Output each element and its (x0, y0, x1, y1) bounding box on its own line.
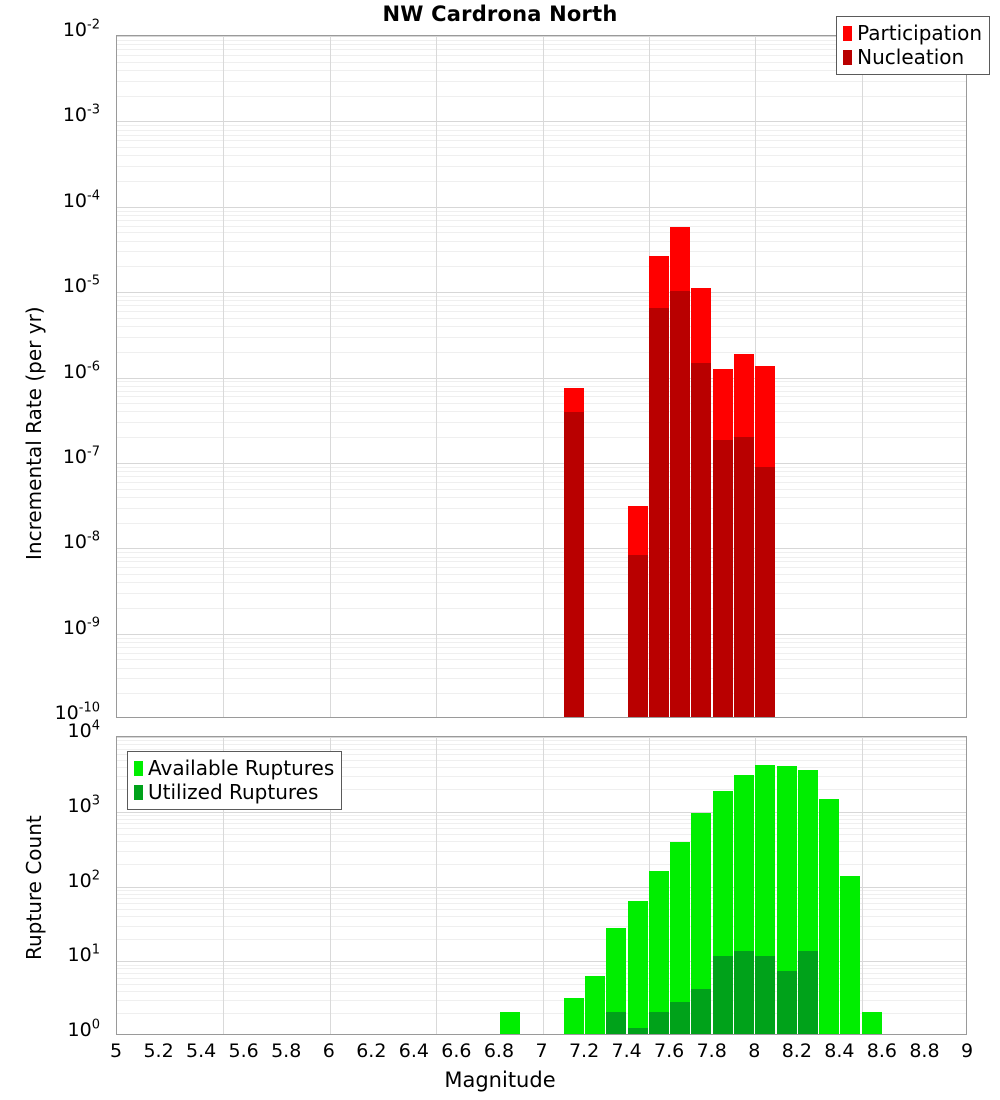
incremental-rate-plot (116, 35, 967, 718)
rupture-count-plot: Available Ruptures Utilized Ruptures (116, 736, 967, 1035)
legend-item-participation[interactable]: Participation (843, 21, 982, 45)
legend-item-available-ruptures[interactable]: Available Ruptures (134, 756, 334, 780)
x-tick-label: 6.8 (483, 1040, 515, 1062)
bar-utilized-13 (797, 950, 818, 1034)
legend-label-nucleation: Nucleation (857, 45, 965, 69)
bar-available-12 (776, 765, 797, 1034)
x-tick-label: 8.8 (909, 1040, 940, 1062)
y-tick-label: 102 (67, 868, 100, 892)
y-tick-label: 100 (67, 1017, 100, 1041)
x-tick-label: 5.4 (185, 1040, 217, 1062)
bar-utilized-6 (648, 1011, 669, 1034)
bar-nucleation-6 (733, 437, 755, 717)
y-tick-label: 101 (67, 942, 100, 967)
legend-swatch-nucleation (843, 49, 853, 65)
page-title: NW Cardrona North (382, 2, 618, 26)
bar-utilized-4 (606, 1011, 627, 1034)
y-tick-label: 10-7 (62, 444, 100, 468)
x-tick-label: 8.4 (824, 1040, 855, 1062)
y-axis-label-bottom: Rupture Count (22, 815, 46, 960)
legend-item-utilized-ruptures[interactable]: Utilized Ruptures (134, 780, 334, 804)
x-tick-label: 5 (109, 1040, 123, 1062)
legend-top: Participation Nucleation (836, 16, 990, 75)
bars-top (117, 36, 966, 717)
bar-nucleation-1 (627, 554, 648, 717)
grid-lines-bottom (117, 737, 966, 1034)
y-axis-label-top: Incremental Rate (per yr) (22, 306, 46, 560)
x-tick-label: 7 (535, 1040, 548, 1062)
y-tick-label: 10-5 (62, 273, 100, 298)
bar-nucleation-2 (648, 307, 669, 717)
legend-bottom: Available Ruptures Utilized Ruptures (127, 751, 343, 810)
x-tick-label: 6.6 (441, 1040, 472, 1062)
bar-available-0 (499, 1011, 520, 1034)
bar-utilized-5 (627, 1028, 648, 1034)
y-tick-label: 10-6 (62, 359, 100, 383)
legend-swatch-utilized (134, 784, 143, 800)
y-tick-label: 10-9 (62, 615, 100, 639)
bar-available-3 (585, 975, 606, 1034)
bar-available-7 (670, 842, 691, 1034)
x-axis-label: Magnitude (444, 1068, 556, 1092)
bar-utilized-8 (691, 989, 712, 1034)
legend-label-available: Available Ruptures (148, 756, 335, 780)
bar-nucleation-7 (755, 466, 776, 717)
bar-utilized-11 (755, 956, 776, 1034)
x-tick-label: 8.2 (781, 1040, 812, 1062)
bar-nucleation-4 (691, 363, 712, 717)
bar-available-14 (819, 798, 840, 1034)
x-tick-label: 7.6 (654, 1040, 685, 1062)
bar-available-16 (861, 1011, 882, 1034)
bar-available-15 (840, 875, 861, 1034)
bar-available-5 (627, 901, 648, 1034)
x-tick-label: 6.2 (356, 1040, 387, 1062)
x-tick-label: 7.2 (568, 1040, 600, 1062)
bars-bottom (117, 737, 966, 1034)
bar-nucleation-3 (670, 290, 691, 717)
legend-label-utilized: Utilized Ruptures (148, 780, 319, 804)
legend-label-participation: Participation (857, 21, 982, 45)
y-tick-label: 10-8 (62, 529, 100, 554)
y-tick-label: 10-2 (62, 17, 100, 41)
bar-available-6 (648, 871, 669, 1034)
y-tick-label: 10-3 (62, 103, 100, 127)
x-tick-label: 9 (960, 1040, 974, 1062)
legend-item-nucleation[interactable]: Nucleation (843, 45, 982, 69)
bar-utilized-10 (733, 950, 755, 1034)
x-tick-label: 8 (748, 1040, 761, 1062)
y-tick-label: 104 (67, 718, 100, 742)
x-tick-label: 7.8 (696, 1040, 727, 1062)
bar-available-4 (606, 928, 627, 1034)
bar-utilized-7 (670, 1001, 691, 1034)
x-tick-label: 5.2 (143, 1040, 174, 1062)
y-tick-label: 103 (67, 793, 100, 817)
bar-available-8 (691, 813, 712, 1034)
bar-utilized-9 (712, 956, 733, 1034)
x-tick-label: 6 (322, 1040, 335, 1062)
bar-available-2 (563, 998, 584, 1034)
x-tick-label: 5.6 (228, 1040, 259, 1062)
x-tick-label: 6.4 (398, 1040, 429, 1062)
legend-swatch-participation (843, 25, 853, 41)
y-tick-label: 10-4 (62, 188, 100, 212)
x-tick-label: 8.6 (866, 1040, 897, 1062)
legend-swatch-available (134, 760, 143, 776)
bar-nucleation-0 (563, 412, 584, 717)
bar-nucleation-5 (712, 440, 733, 717)
x-tick-label: 5.8 (271, 1040, 302, 1062)
bar-utilized-12 (776, 970, 797, 1034)
y-tick-label: 10-10 (54, 700, 100, 724)
x-tick-label: 7.4 (611, 1040, 642, 1062)
